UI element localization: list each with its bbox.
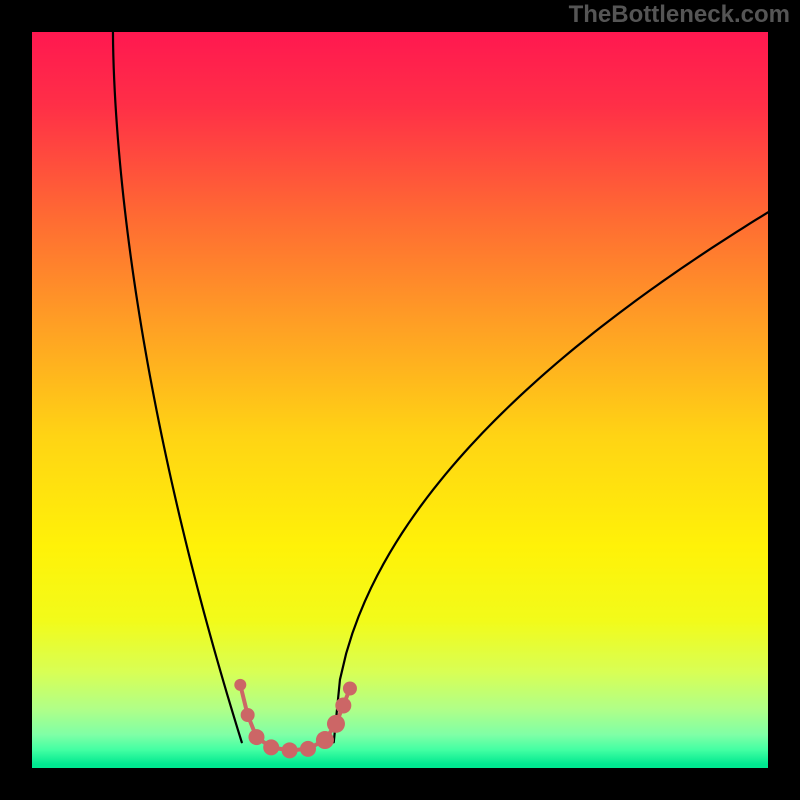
plot-canvas: TheBottleneck.com	[0, 0, 800, 800]
watermark-text: TheBottleneck.com	[569, 1, 790, 28]
plot-area	[32, 32, 768, 768]
